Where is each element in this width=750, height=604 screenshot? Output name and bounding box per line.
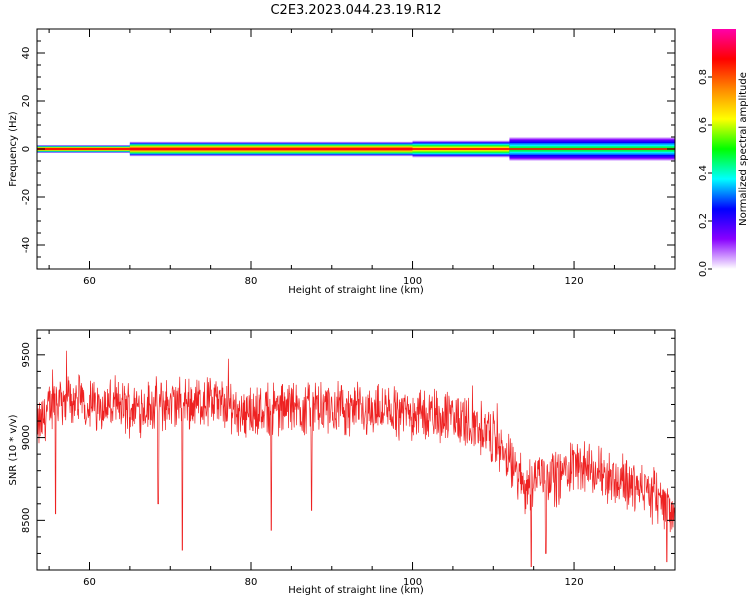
snr-y-axis-label: SNR (10 * v/v) xyxy=(8,414,19,485)
snr-ticks: 60 80 100 120 8500 9000 9500 xyxy=(21,330,675,588)
spectrogram-y-tick-label: 20 xyxy=(21,95,32,108)
spectrogram-x-tick-label: 100 xyxy=(403,276,422,287)
colorbar-ticks: 0.0 0.2 0.4 0.6 0.8 xyxy=(698,69,712,277)
snr-y-tick-label: 9000 xyxy=(21,425,32,450)
spectrogram-x-axis-label: Height of straight line (km) xyxy=(288,285,424,296)
spectrogram-x-tick-label: 60 xyxy=(83,276,96,287)
snr-x-axis-label: Height of straight line (km) xyxy=(288,585,424,596)
spectrogram-ticks: 60 80 100 120 -40 -20 0 20 40 xyxy=(21,29,675,287)
snr-x-tick-label: 120 xyxy=(565,577,584,588)
colorbar-tick-label: 0.6 xyxy=(698,117,709,133)
snr-y-tick-label: 9500 xyxy=(21,342,32,367)
spectrogram-x-tick-label: 80 xyxy=(245,276,258,287)
snr-panel: 60 80 100 120 8500 9000 9500 Height of straigh… xyxy=(8,329,676,596)
colorbar-tick-label: 0.0 xyxy=(698,261,709,277)
spectrogram-band xyxy=(37,137,675,161)
snr-x-tick-label: 60 xyxy=(83,577,96,588)
figure-title: C2E3.2023.044.23.19.R12 xyxy=(270,3,441,18)
spectrogram-x-tick-label: 120 xyxy=(565,276,584,287)
snr-series-line xyxy=(37,350,675,568)
spectrogram-y-tick-label: 0 xyxy=(21,146,32,152)
colorbar: 0.0 0.2 0.4 0.6 0.8 Normalized spectral ampl… xyxy=(698,29,749,277)
colorbar-tick-label: 0.2 xyxy=(698,213,709,229)
snr-y-tick-label: 8500 xyxy=(21,508,32,533)
spectrogram-y-axis-label: Frequency (Hz) xyxy=(8,111,19,187)
colorbar-gradient xyxy=(712,29,736,269)
snr-x-tick-label: 100 xyxy=(403,577,422,588)
snr-x-tick-label: 80 xyxy=(245,577,258,588)
colorbar-tick-label: 0.8 xyxy=(698,69,709,85)
colorbar-label: Normalized spectral amplitude xyxy=(738,72,749,226)
snr-frame xyxy=(36,329,676,571)
spectrogram-panel: 60 80 100 120 -40 -20 0 20 40 Height of straight… xyxy=(8,28,676,296)
colorbar-tick-label: 0.4 xyxy=(698,165,709,181)
spectrogram-y-tick-label: -40 xyxy=(21,237,32,253)
spectrogram-y-tick-label: 40 xyxy=(21,47,32,60)
spectrogram-y-tick-label: -20 xyxy=(21,189,32,205)
